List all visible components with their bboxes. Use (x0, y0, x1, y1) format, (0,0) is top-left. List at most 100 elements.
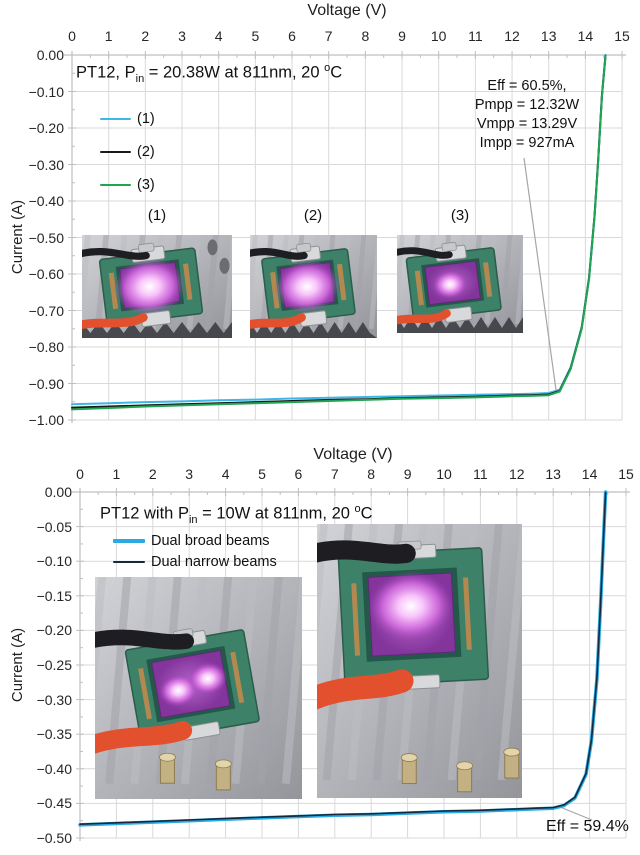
x-tick-label: 7 (330, 466, 339, 482)
x-tick-label: 15 (614, 28, 630, 44)
bottom-title-sup: o (354, 503, 361, 515)
device-photo-1 (82, 235, 232, 338)
y-tick-label: −0.15 (36, 587, 72, 604)
y-tick-label: −0.20 (36, 622, 72, 639)
legend-swatch-cyan (100, 117, 131, 121)
y-tick-label: −0.20 (28, 120, 64, 136)
top-x-axis-title: Voltage (V) (307, 2, 387, 19)
y-tick-label: −0.40 (28, 193, 64, 209)
x-tick-label: 8 (367, 466, 376, 482)
top-legend: (1) (2) (3) (100, 109, 155, 195)
annotation-vmpp: Vmpp = 13.29V (476, 116, 578, 132)
y-tick-label: −0.50 (28, 229, 64, 246)
x-tick-label: 10 (436, 466, 452, 482)
x-tick-label: 10 (430, 28, 447, 44)
top-legend-label-1: (1) (137, 111, 155, 127)
y-tick-label: −0.35 (36, 726, 72, 743)
bottom-title-mid: = 10W at 811nm, 20 (197, 504, 355, 523)
x-tick-label: 9 (403, 466, 412, 482)
bottom-title-pre: PT12 with P (100, 504, 189, 523)
device-photo-dual-broad (95, 577, 302, 799)
x-tick-label: 2 (148, 466, 157, 482)
bottom-legend-item-2: Dual narrow beams (113, 553, 277, 571)
top-mpp-annotation: Eff = 60.5%, Pmpp = 12.32W Vmpp = 13.29V… (452, 77, 602, 153)
x-tick-label: 4 (221, 466, 230, 482)
y-tick-label: −0.45 (36, 795, 72, 812)
y-tick-label: −0.80 (28, 339, 64, 355)
y-tick-label: −0.40 (36, 760, 72, 777)
x-tick-label: 1 (112, 466, 121, 482)
x-tick-label: 13 (540, 28, 557, 44)
legend-swatch-broad-beams (113, 539, 145, 543)
x-tick-label: 7 (324, 28, 333, 44)
y-tick-label: −0.70 (28, 302, 64, 319)
y-tick-label: 0.00 (36, 47, 64, 63)
x-tick-label: 0 (76, 466, 84, 482)
top-legend-label-3: (3) (137, 177, 155, 193)
annotation-eff: Eff = 60.5%, (487, 78, 567, 94)
device-photo-3 (397, 235, 523, 333)
x-tick-label: 11 (473, 466, 488, 482)
bottom-legend: Dual broad beams Dual narrow beams (113, 532, 277, 571)
x-tick-label: 14 (577, 28, 594, 44)
top-legend-label-2: (2) (137, 144, 155, 160)
bottom-x-axis-title: Voltage (V) (313, 446, 393, 463)
x-tick-label: 6 (288, 28, 296, 44)
y-tick-label: −0.30 (36, 691, 72, 708)
y-tick-label: −1.00 (28, 412, 64, 428)
legend-swatch-green (100, 183, 131, 187)
x-tick-label: 9 (398, 28, 406, 44)
x-tick-label: 6 (294, 466, 303, 482)
bottom-title-sub: in (188, 513, 198, 526)
bottom-chart-title: PT12 with Pin = 10W at 811nm, 20 oC (100, 503, 373, 526)
x-tick-label: 2 (141, 28, 150, 44)
top-legend-item-1: (1) (100, 109, 155, 129)
annotation-pmpp: Pmpp = 12.32W (474, 97, 580, 113)
x-tick-label: 12 (509, 466, 525, 482)
x-tick-label: 5 (251, 28, 260, 44)
top-title-sub: in (135, 72, 145, 85)
legend-swatch-narrow-beams (113, 561, 145, 563)
top-y-axis-title: Current (A) (9, 199, 26, 275)
x-tick-label: 11 (468, 28, 483, 44)
inset-label-1: (1) (147, 207, 167, 224)
x-tick-label: 12 (504, 28, 520, 44)
y-tick-label: 0.00 (44, 484, 72, 500)
bottom-title-end: C (360, 504, 373, 523)
y-tick-label: −0.90 (28, 375, 64, 392)
bottom-legend-item-1: Dual broad beams (113, 532, 277, 550)
bottom-eff-annotation: Eff = 59.4% (546, 818, 629, 835)
y-tick-label: −0.10 (36, 553, 72, 570)
top-title-sup: o (324, 62, 331, 74)
x-tick-label: 0 (68, 28, 76, 44)
top-chart-title: PT12, Pin = 20.38W at 811nm, 20 oC (76, 62, 342, 85)
y-tick-label: −0.30 (28, 156, 64, 173)
top-title-mid: = 20.38W at 811nm, 20 (144, 63, 325, 82)
y-tick-label: −0.05 (36, 518, 72, 535)
device-photo-dual-narrow (317, 524, 522, 798)
top-legend-item-3: (3) (100, 175, 155, 195)
x-tick-label: 13 (545, 466, 561, 482)
top-title-pre: PT12, P (76, 63, 136, 82)
x-tick-label: 15 (618, 466, 634, 482)
device-photo-2 (250, 235, 377, 338)
y-tick-label: −0.10 (28, 83, 64, 100)
x-tick-label: 3 (185, 466, 194, 482)
x-tick-label: 1 (104, 28, 113, 44)
y-tick-label: −0.50 (36, 830, 72, 846)
bottom-y-axis-title: Current (A) (9, 627, 26, 703)
bottom-legend-label-2: Dual narrow beams (151, 554, 277, 570)
top-legend-item-2: (2) (100, 142, 155, 162)
x-tick-label: 5 (258, 466, 266, 482)
y-tick-label: −0.25 (36, 657, 72, 673)
annotation-impp: Impp = 927mA (479, 135, 575, 151)
top-title-end: C (330, 63, 343, 82)
bottom-legend-label-1: Dual broad beams (151, 533, 270, 549)
x-tick-label: 4 (214, 28, 223, 44)
inset-label-3: (3) (450, 207, 470, 224)
x-tick-label: 14 (581, 466, 598, 482)
inset-label-2: (2) (303, 207, 323, 224)
x-tick-label: 3 (178, 28, 186, 44)
y-tick-label: −0.60 (28, 266, 64, 282)
